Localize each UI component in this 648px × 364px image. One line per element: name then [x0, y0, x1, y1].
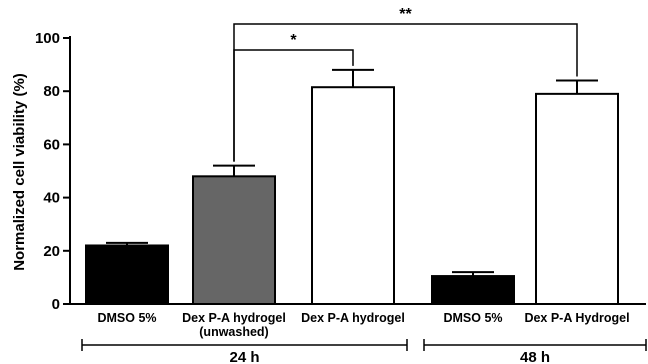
category-sublabel: (unwashed) [199, 325, 268, 339]
category-label: Dex P-A Hydrogel [524, 311, 629, 325]
bar [86, 245, 168, 304]
y-tick-label: 80 [43, 83, 60, 100]
group-label: 48 h [520, 349, 550, 364]
group-label: 24 h [229, 349, 259, 364]
y-axis-label: Normalized cell viability (%) [11, 73, 28, 271]
significance-brackets: *** [234, 6, 577, 162]
category-label: DMSO 5% [443, 311, 502, 325]
y-tick-label: 100 [35, 30, 60, 47]
y-tick-label: 40 [43, 190, 60, 207]
category-label: Dex P-A hydrogel [301, 311, 405, 325]
category-label: Dex P-A hydrogel [182, 311, 286, 325]
significance-label: * [290, 32, 297, 49]
y-tick-label: 20 [43, 243, 60, 260]
y-tick-label: 0 [52, 296, 60, 313]
significance-label: ** [399, 6, 412, 23]
bar [536, 94, 618, 304]
bars [86, 70, 618, 304]
group-brackets: 24 h 48 h [82, 339, 646, 364]
category-label: DMSO 5% [97, 311, 156, 325]
bar [432, 276, 514, 304]
category-labels: DMSO 5% Dex P-A hydrogel(unwashed)Dex P-A… [97, 311, 629, 339]
bar [312, 87, 394, 304]
y-tick-label: 60 [43, 136, 60, 153]
bar [193, 176, 275, 304]
significance-bracket [234, 24, 577, 162]
